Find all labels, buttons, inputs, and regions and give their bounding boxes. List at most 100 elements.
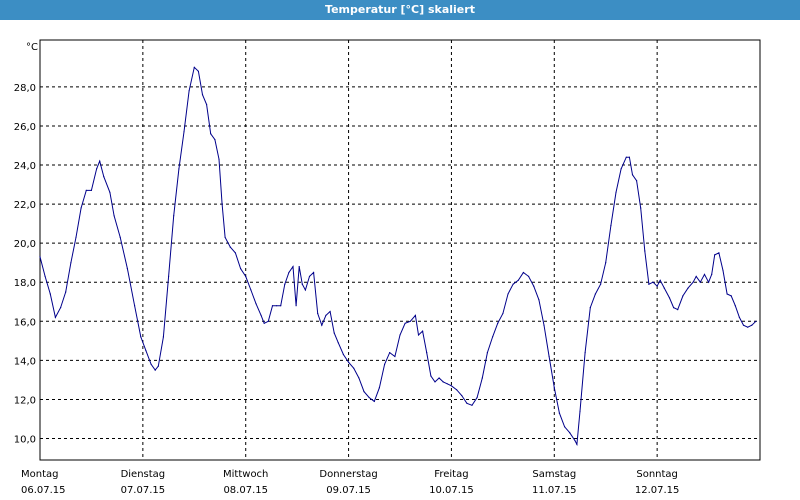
data-point	[610, 225, 612, 227]
data-point	[663, 287, 665, 289]
data-point	[576, 443, 578, 445]
data-point	[711, 273, 713, 275]
data-point	[54, 316, 57, 318]
data-point	[221, 203, 223, 205]
data-point	[615, 191, 617, 193]
data-point	[558, 412, 561, 414]
data-point	[538, 299, 540, 301]
data-point	[113, 215, 115, 217]
data-point	[652, 281, 654, 283]
data-point	[70, 262, 72, 264]
data-point	[476, 396, 478, 399]
data-point	[368, 396, 370, 399]
data-point	[687, 287, 689, 289]
x-ticks: Montag 06.07.15 Dienstag 07.07.15 Mittwoch 08…	[21, 469, 679, 496]
data-point	[517, 279, 519, 281]
data-point	[631, 174, 634, 176]
data-point	[240, 268, 242, 270]
y-tick-label: 12,0	[14, 395, 36, 406]
data-point	[718, 252, 720, 254]
data-point	[44, 275, 46, 277]
data-point	[726, 293, 728, 295]
data-point	[682, 295, 684, 297]
data-point	[628, 156, 631, 158]
data-point	[49, 293, 51, 295]
data-point	[594, 293, 597, 295]
data-point	[317, 312, 319, 315]
data-point	[353, 367, 355, 369]
data-point	[492, 336, 494, 338]
data-point	[636, 180, 638, 182]
data-point	[90, 189, 92, 191]
x-tick-date-label: 06.07.15	[21, 485, 66, 496]
data-point	[699, 281, 701, 283]
data-point	[154, 369, 156, 371]
data-point	[450, 385, 452, 387]
x-tick-day-label: Montag	[21, 469, 58, 480]
data-point	[168, 275, 170, 277]
data-point	[298, 266, 300, 268]
data-point	[358, 377, 360, 379]
data-point	[703, 273, 706, 275]
data-point	[574, 439, 576, 442]
data-point	[276, 305, 278, 307]
data-point	[502, 312, 504, 315]
data-point	[373, 400, 375, 402]
data-point	[394, 355, 396, 358]
temperature-chart: 10,0 12,0 14,0 16,0 18,0 20,0 22,0 24,0 26,0 28,0…	[14, 39, 761, 496]
data-point	[173, 215, 175, 217]
data-point	[751, 324, 753, 326]
x-tick-day-label: Sonntag	[636, 469, 678, 480]
data-point	[145, 350, 147, 352]
data-point	[734, 305, 736, 307]
data-point	[466, 402, 468, 404]
data-point	[625, 156, 627, 158]
data-point	[99, 160, 101, 162]
data-point	[140, 336, 142, 338]
data-point	[533, 285, 535, 287]
data-point	[677, 309, 679, 311]
data-point	[280, 305, 282, 307]
data-point	[755, 320, 757, 322]
data-point	[295, 305, 297, 307]
grid	[40, 40, 760, 460]
data-point	[193, 66, 195, 68]
data-point	[543, 324, 545, 326]
data-point	[284, 283, 286, 285]
x-tick-day-label: Donnerstag	[319, 469, 377, 480]
y-unit-label: °C	[26, 42, 38, 53]
data-point	[742, 324, 745, 326]
data-point	[656, 285, 658, 287]
data-point	[348, 361, 350, 363]
data-point	[548, 355, 550, 358]
data-point	[329, 310, 331, 313]
data-point	[620, 168, 622, 170]
data-point	[333, 332, 335, 334]
data-points	[39, 66, 757, 445]
data-point	[292, 266, 294, 268]
data-point	[738, 316, 741, 318]
data-point	[363, 391, 365, 393]
data-point	[134, 305, 136, 307]
data-point	[109, 191, 111, 193]
data-point	[417, 334, 420, 336]
data-point	[267, 320, 269, 322]
data-point	[584, 352, 586, 354]
data-point	[714, 254, 716, 256]
data-point	[695, 275, 697, 277]
x-tick-day-label: Freitag	[434, 469, 468, 480]
x-tick-day-label: Samstag	[532, 469, 576, 480]
y-tick-label: 26,0	[14, 122, 36, 133]
y-tick-label: 14,0	[14, 356, 36, 367]
data-point	[438, 377, 440, 379]
window-title: Temperatur [°C] skaliert	[0, 0, 800, 20]
data-point	[644, 250, 646, 252]
data-point	[183, 131, 185, 133]
data-point	[308, 275, 311, 277]
data-point	[673, 307, 675, 309]
x-tick-date-label: 07.07.15	[121, 485, 166, 496]
data-point	[321, 324, 323, 326]
data-point	[80, 207, 82, 209]
data-point	[507, 293, 509, 295]
data-point	[188, 90, 190, 92]
